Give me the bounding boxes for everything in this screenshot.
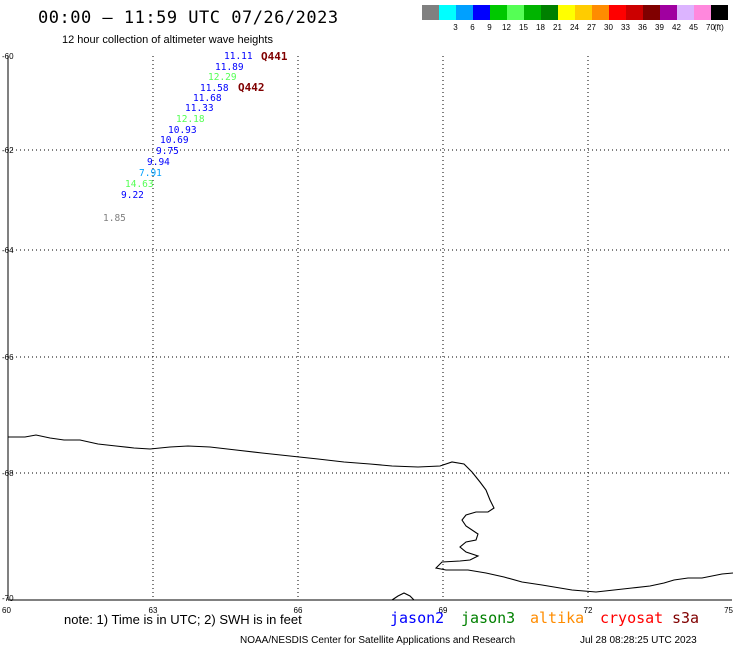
coastline	[8, 434, 734, 593]
legend-label: 24	[570, 23, 579, 32]
credit-line: NOAA/NESDIS Center for Satellite Applica…	[240, 635, 516, 646]
legend-swatch	[490, 5, 507, 20]
latitude-tick-label: -70	[2, 594, 14, 603]
legend-label: 42	[672, 23, 681, 32]
generation-timestamp: Jul 28 08:28:25 UTC 2023	[580, 635, 697, 646]
swh-label: 11.58	[200, 83, 229, 94]
swh-label: 9.22	[121, 190, 144, 201]
swh-label: 12.18	[176, 114, 205, 125]
legend-swatch	[524, 5, 541, 20]
latitude-tick-label: -62	[2, 146, 14, 155]
legend-label: 6	[470, 23, 475, 32]
legend-swatch	[507, 5, 524, 20]
satellite-cryosat: cryosat	[600, 609, 664, 627]
legend-swatch	[558, 5, 575, 20]
longitude-tick-label: 72	[584, 606, 593, 615]
legend-swatch	[473, 5, 490, 20]
legend-unit: (ft)	[714, 23, 724, 32]
legend-swatch	[626, 5, 643, 20]
legend-swatch	[439, 5, 456, 20]
latitude-tick-label: -68	[2, 469, 14, 478]
swh-label: 7.91	[139, 168, 162, 179]
legend-swatch	[609, 5, 626, 20]
latitude-tick-label: -60	[2, 52, 14, 61]
map-title: 00:00 – 11:59 UTC 07/26/2023	[38, 8, 339, 28]
swh-label: 11.33	[185, 103, 214, 114]
swh-label: 9.94	[147, 157, 170, 168]
longitude-tick-label: 75	[724, 606, 733, 615]
pass-label: Q442	[238, 81, 265, 94]
legend-swatch	[575, 5, 592, 20]
legend-label: 33	[621, 23, 630, 32]
legend-swatch	[422, 5, 439, 20]
legend-label: 3	[453, 23, 458, 32]
swh-label: 1.85	[103, 213, 126, 224]
satellite-jason3: jason3	[461, 609, 516, 627]
legend-swatch	[694, 5, 711, 20]
swh-label: 10.69	[160, 135, 189, 146]
longitude-tick-label: 63	[149, 606, 158, 615]
longitude-tick-label: 60	[2, 606, 11, 615]
swh-label: 11.68	[193, 93, 222, 104]
legend-label: 70	[706, 23, 715, 32]
latitude-tick-label: -64	[2, 246, 14, 255]
legend-label: 36	[638, 23, 647, 32]
swh-label: 12.29	[208, 72, 237, 83]
longitude-tick-label: 69	[439, 606, 448, 615]
satellite-jason2: jason2	[390, 609, 445, 627]
satellite-altika: altika	[530, 609, 585, 627]
legend-swatch	[456, 5, 473, 20]
legend-label: 12	[502, 23, 511, 32]
legend-label: 45	[689, 23, 698, 32]
swh-label: 9.75	[156, 146, 179, 157]
legend-swatch	[541, 5, 558, 20]
swh-label: 11.89	[215, 62, 244, 73]
coastline-fragment	[391, 592, 415, 601]
legend-swatch	[660, 5, 677, 20]
legend-label: 9	[487, 23, 492, 32]
legend-swatch	[711, 5, 728, 20]
legend-swatch	[677, 5, 694, 20]
legend-swatch	[643, 5, 660, 20]
legend-label: 15	[519, 23, 528, 32]
legend-label: 18	[536, 23, 545, 32]
satellite-s3a: s3a	[672, 609, 700, 627]
footer-note: note: 1) Time is in UTC; 2) SWH is in fe…	[64, 612, 302, 627]
legend-label: 27	[587, 23, 596, 32]
legend-swatch	[592, 5, 609, 20]
longitude-tick-label: 66	[294, 606, 303, 615]
legend-label: 21	[553, 23, 562, 32]
legend-label: 30	[604, 23, 613, 32]
legend-label: 39	[655, 23, 664, 32]
latitude-tick-label: -66	[2, 353, 14, 362]
map-subtitle: 12 hour collection of altimeter wave hei…	[62, 34, 273, 46]
swh-label: 11.11	[224, 51, 253, 62]
swh-label: 10.93	[168, 125, 197, 136]
pass-label: Q441	[261, 50, 288, 63]
swh-label: 14.63	[125, 179, 154, 190]
